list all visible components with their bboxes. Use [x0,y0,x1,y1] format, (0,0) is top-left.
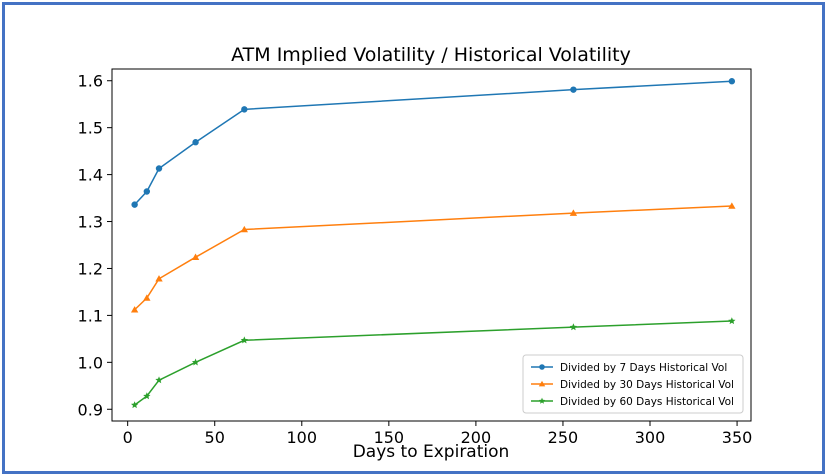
data-point [143,188,151,195]
legend-item: Divided by 7 Days Historical Vol [531,362,727,374]
data-point [130,401,139,409]
series-line [134,205,732,311]
data-point [130,306,139,313]
data-point [569,323,578,331]
legend-item: Divided by 60 Days Historical Vol [531,396,734,408]
y-tick-label: 0.9 [78,400,103,419]
data-point [155,376,163,384]
legend-label: Divided by 60 Days Historical Vol [560,396,734,408]
data-point [570,86,577,93]
data-point [569,209,578,216]
data-point [241,106,248,113]
x-tick-label: 50 [205,428,225,447]
data-point [155,275,163,282]
y-tick-label: 1.0 [78,353,103,372]
data-point [191,253,200,260]
y-tick-label: 1.3 [78,213,103,232]
data-point [538,397,546,404]
y-tick-label: 1.5 [78,119,103,138]
legend-item: Divided by 30 Days Historical Vol [531,379,734,391]
plot-area [111,68,752,422]
series-layer [130,78,736,409]
plot-border [111,68,752,422]
x-tick-label: 250 [548,428,579,447]
x-axis: 0 50 100 150 200 250 300 350 [123,421,753,447]
series-2 [130,202,736,313]
y-tick-label: 1.6 [78,72,103,91]
data-point [131,201,138,208]
legend-box [522,354,744,414]
data-point [728,317,736,325]
y-tick-label: 1.4 [78,166,103,185]
data-point [155,165,163,172]
data-point [143,392,151,400]
x-tick-label: 0 [123,428,133,447]
data-point [539,364,545,370]
series-line [134,80,732,206]
y-tick-label: 1.1 [78,306,103,325]
data-point [728,202,736,209]
y-axis: 0.9 1.0 1.1 1.2 1.3 1.4 1.5 1.6 [78,72,112,419]
series-3 [130,317,736,409]
data-point [240,225,249,233]
chart-title: ATM Implied Volatility / Historical Vola… [231,44,631,66]
data-point [192,139,199,146]
x-tick-label: 200 [461,428,492,447]
data-point [728,78,736,85]
x-tick-label: 100 [287,428,318,447]
series-1 [131,78,736,208]
x-tick-label: 150 [374,428,405,447]
legend: Divided by 7 Days Historical Vol Divided … [522,354,744,414]
legend-label: Divided by 30 Days Historical Vol [560,379,734,391]
y-tick-label: 1.2 [78,259,103,278]
line-chart: ATM Implied Volatility / Historical Vola… [78,44,753,462]
x-axis-label: Days to Expiration [353,442,510,462]
data-point [240,336,248,344]
data-point [538,380,546,387]
x-tick-label: 300 [635,428,666,447]
legend-label: Divided by 7 Days Historical Vol [560,362,727,374]
data-point [191,358,200,366]
data-point [143,294,151,301]
x-tick-label: 350 [722,428,753,447]
